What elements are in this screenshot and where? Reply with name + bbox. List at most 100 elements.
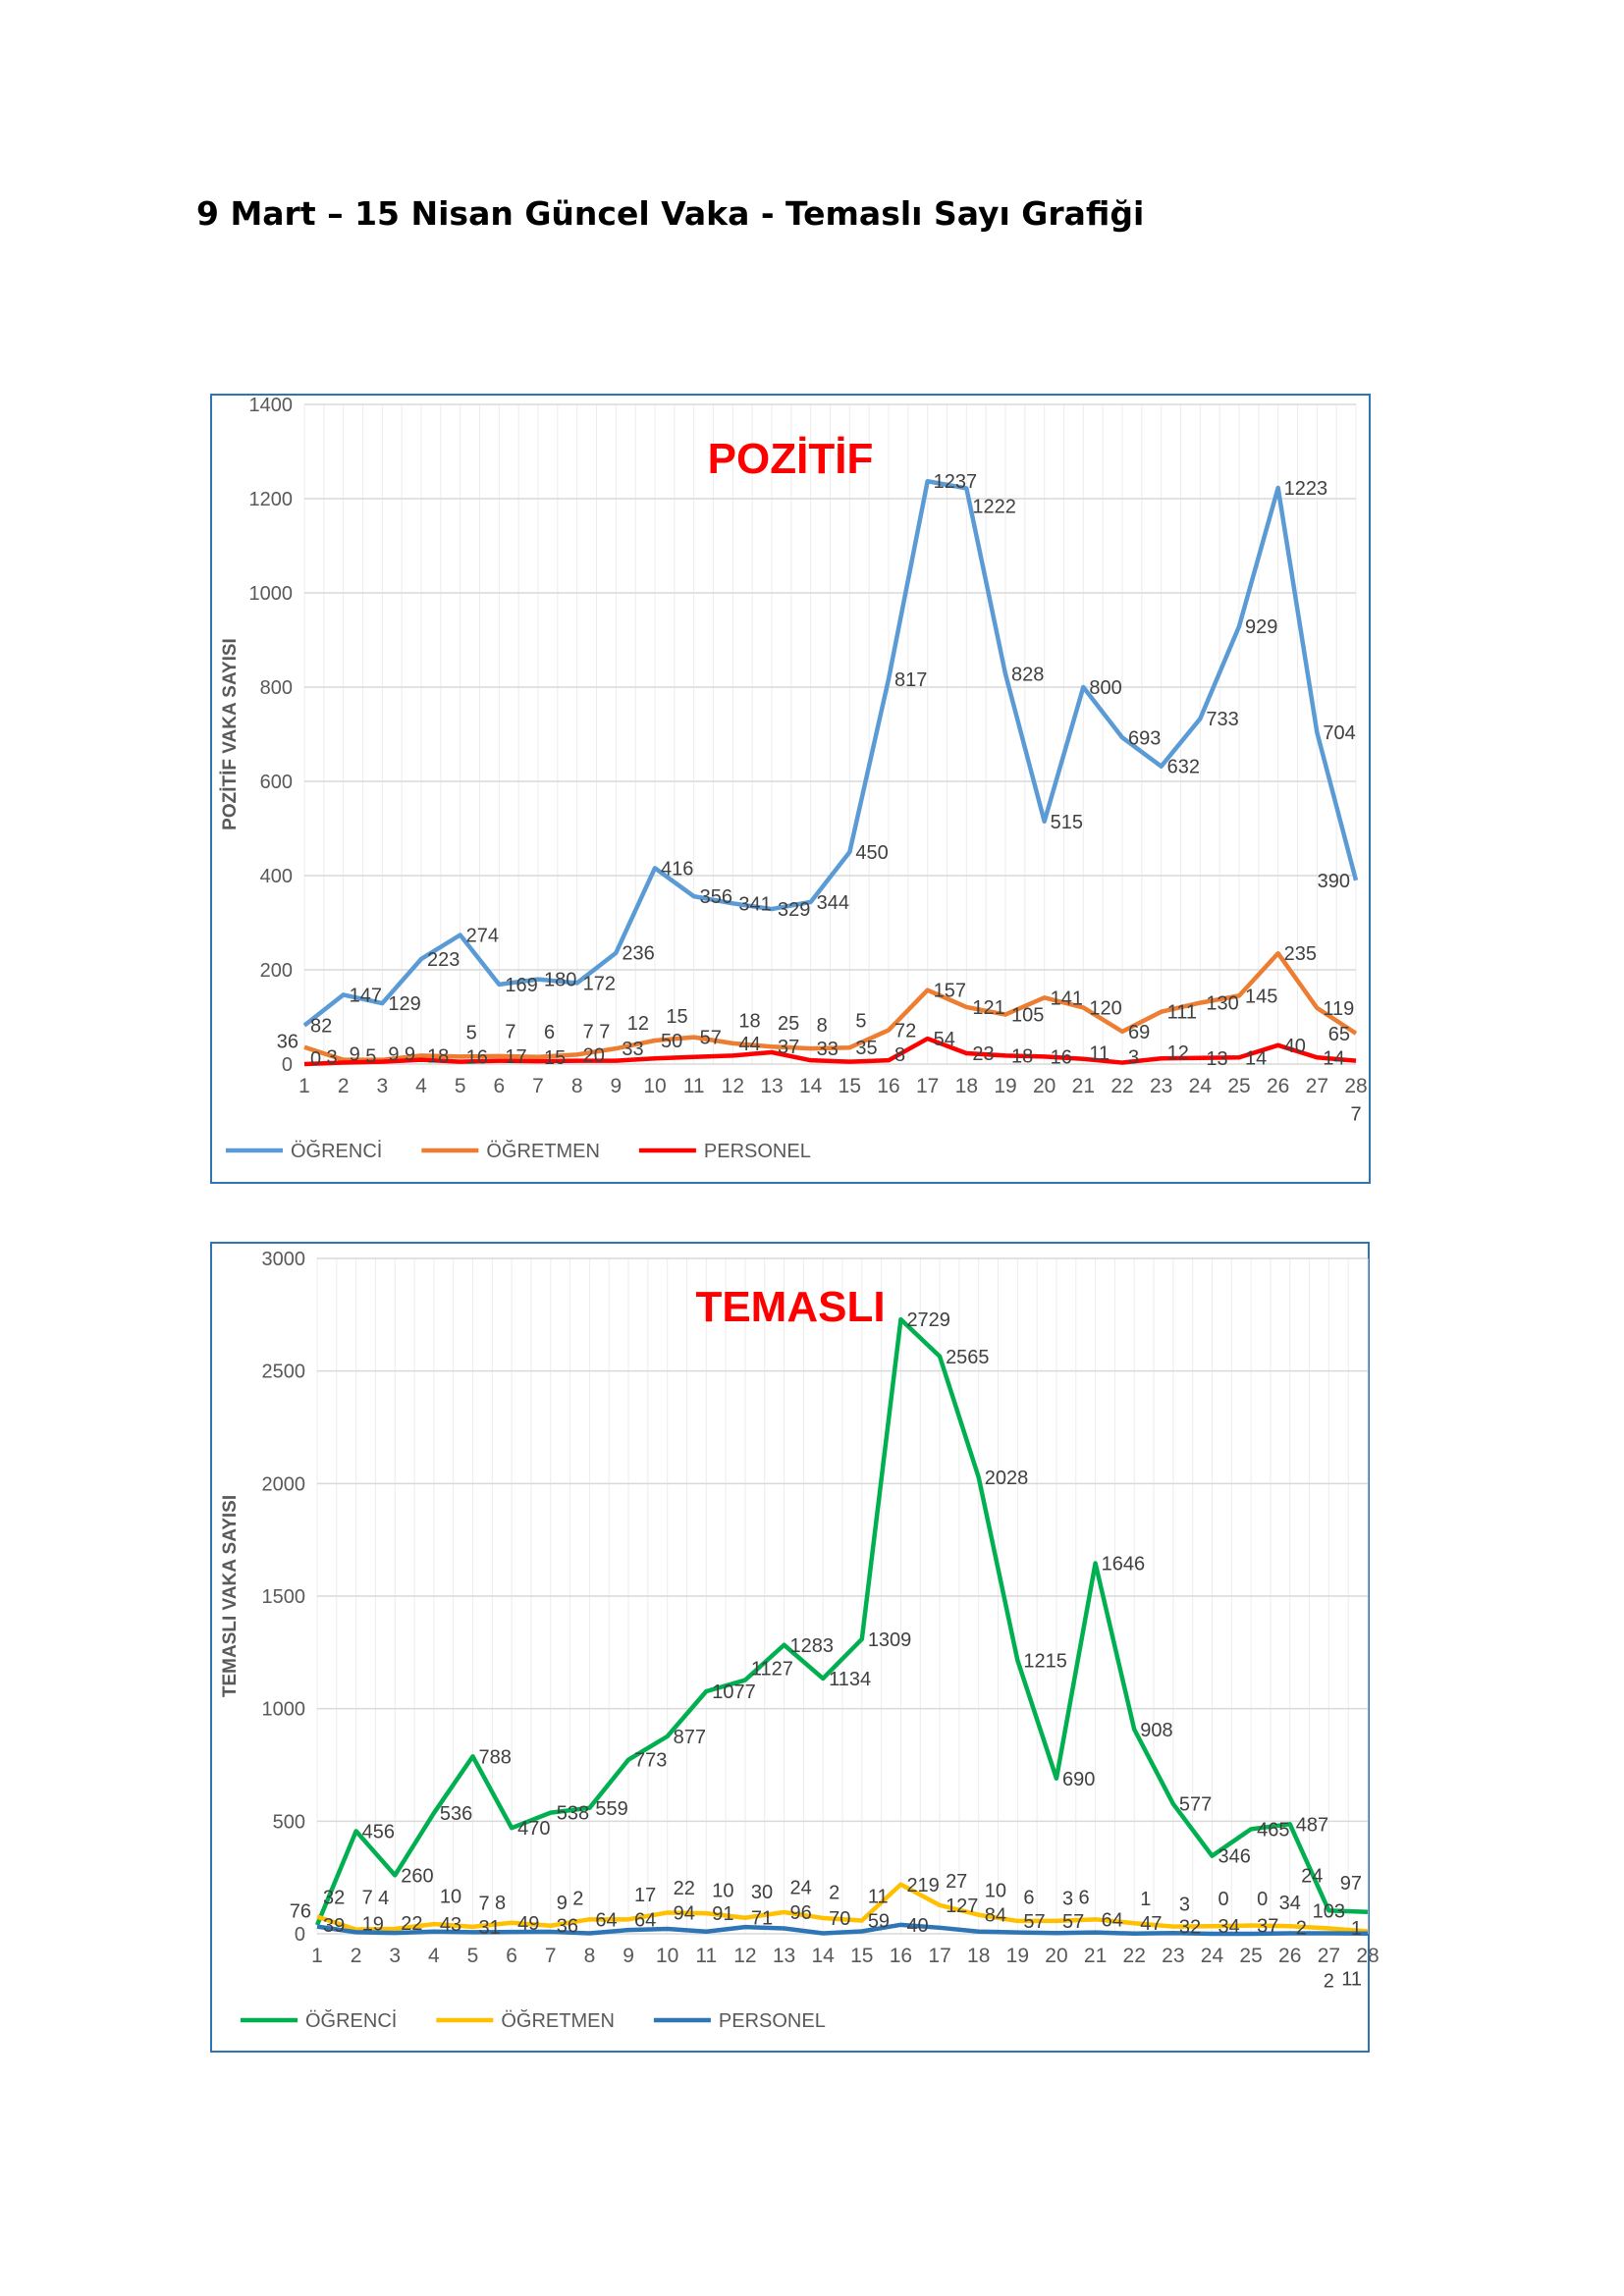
data-label: 733: [1206, 709, 1238, 730]
x-tick-label: 20: [1045, 1945, 1067, 1967]
data-label: 5: [466, 1023, 477, 1044]
data-label: 6: [544, 1022, 555, 1043]
x-tick-label: 7: [545, 1945, 557, 1967]
data-label: 577: [1179, 1794, 1212, 1816]
data-label: 1: [1140, 1889, 1151, 1910]
data-label: 18: [1011, 1045, 1033, 1067]
data-label: 31: [479, 1917, 501, 1939]
data-label: 3: [1179, 1894, 1190, 1915]
data-label: 24: [790, 1877, 812, 1898]
data-label: 800: [1089, 677, 1121, 699]
x-tick-label: 6: [506, 1945, 517, 1967]
x-tick-label: 28: [1344, 1075, 1367, 1097]
data-label: 27: [946, 1871, 967, 1893]
x-tick-label: 5: [455, 1075, 466, 1097]
y-axis-label: TEMASLI VAKA SAYISI: [220, 1495, 241, 1697]
data-label: 96: [790, 1902, 812, 1924]
y-tick-label: 1200: [249, 489, 294, 510]
data-label: 0: [1218, 1889, 1228, 1910]
x-tick-label: 15: [839, 1075, 861, 1097]
data-label: 235: [1284, 943, 1317, 965]
data-label: 84: [985, 1905, 1006, 1927]
y-tick-label: 0: [282, 1054, 293, 1076]
data-label: 908: [1140, 1720, 1172, 1741]
data-label: 105: [1011, 1005, 1044, 1027]
data-label: 2565: [946, 1347, 990, 1368]
data-label: 25: [778, 1013, 799, 1035]
x-tick-label: 3: [376, 1075, 388, 1097]
x-tick-label: 27: [1318, 1945, 1340, 1967]
data-label: 49: [517, 1913, 539, 1935]
y-tick-label: 3000: [262, 1249, 306, 1270]
data-label: 456: [362, 1821, 395, 1842]
data-label: 17: [505, 1046, 526, 1068]
data-label: 344: [817, 892, 849, 914]
data-label: 2729: [906, 1309, 950, 1331]
x-tick-label: 15: [850, 1945, 873, 1967]
data-label: 65: [1328, 1024, 1350, 1045]
x-tick-label: 11: [695, 1945, 717, 1967]
data-label: 329: [778, 899, 810, 921]
chart-title: TEMASLI: [695, 1283, 885, 1331]
data-label: 82: [310, 1016, 332, 1038]
data-label: 157: [934, 981, 966, 1002]
y-tick-label: 0: [295, 1924, 305, 1946]
x-tick-label: 26: [1278, 1945, 1301, 1967]
data-label: 34: [1279, 1893, 1301, 1914]
data-label: 773: [634, 1750, 667, 1772]
data-label: 129: [388, 993, 420, 1015]
data-label: 1222: [972, 496, 1015, 517]
data-label: 36: [557, 1916, 578, 1938]
data-label: 690: [1062, 1769, 1095, 1790]
data-label: 11: [1341, 1968, 1362, 1990]
data-label: 169: [505, 975, 537, 996]
x-tick-label: 12: [722, 1075, 744, 1097]
data-label: 121: [972, 997, 1004, 1019]
legend-label: PERSONEL: [704, 1141, 811, 1162]
data-label: 3: [1062, 1888, 1073, 1909]
data-label: 16: [1051, 1046, 1072, 1068]
x-tick-label: 17: [916, 1075, 939, 1097]
data-label: 40: [1284, 1036, 1306, 1057]
data-label: 3: [1128, 1047, 1139, 1069]
data-label: 36: [277, 1032, 298, 1053]
chart-frame: [210, 394, 1371, 1184]
data-label: 4: [378, 1888, 389, 1909]
y-tick-label: 2000: [262, 1473, 306, 1495]
data-label: 17: [634, 1885, 656, 1906]
x-tick-label: 13: [760, 1075, 783, 1097]
data-label: 57: [1062, 1911, 1084, 1933]
x-tick-label: 24: [1189, 1075, 1213, 1097]
series-line-1: [316, 1882, 1369, 1934]
data-label: 11: [868, 1886, 889, 1907]
x-tick-label: 4: [415, 1075, 427, 1097]
data-label: 1134: [829, 1669, 871, 1690]
data-label: 0: [310, 1048, 321, 1070]
legend-label: PERSONEL: [719, 2010, 826, 2032]
data-label: 10: [440, 1887, 461, 1908]
data-label: 5: [365, 1046, 376, 1068]
data-label: 2: [829, 1883, 839, 1904]
data-label: 1127: [751, 1659, 793, 1681]
data-label: 9: [557, 1893, 568, 1914]
x-tick-label: 24: [1201, 1945, 1224, 1967]
data-label: 538: [557, 1803, 589, 1825]
data-label: 14: [1245, 1047, 1267, 1069]
data-label: 12: [1167, 1042, 1189, 1064]
data-label: 9: [350, 1044, 360, 1066]
data-label: 2: [1296, 1918, 1307, 1940]
x-tick-label: 19: [1006, 1945, 1029, 1967]
series-line-0: [314, 1316, 1369, 1926]
data-label: 219: [906, 1875, 939, 1896]
data-label: 57: [700, 1028, 722, 1049]
data-label: 18: [738, 1010, 760, 1032]
data-label: 13: [1206, 1048, 1227, 1070]
x-tick-label: 16: [890, 1945, 912, 1967]
y-tick-label: 400: [260, 866, 293, 887]
y-axis-label: POZİTİF VAKA SAYISI: [220, 638, 241, 830]
data-label: 64: [1102, 1909, 1123, 1931]
data-label: 37: [778, 1037, 799, 1058]
data-label: 130: [1206, 993, 1238, 1015]
